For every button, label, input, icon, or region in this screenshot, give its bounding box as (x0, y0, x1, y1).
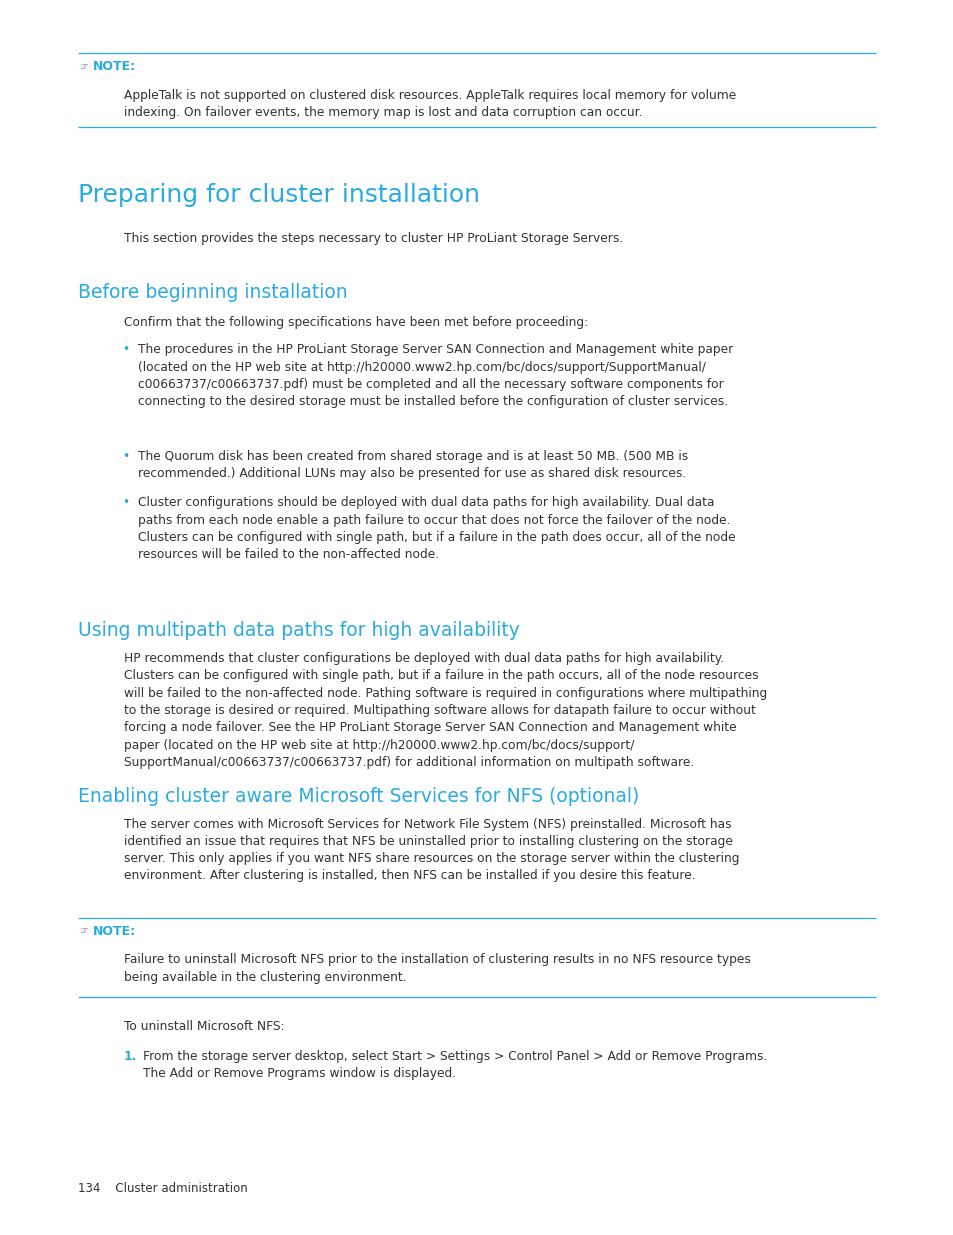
Text: Preparing for cluster installation: Preparing for cluster installation (78, 183, 479, 206)
Text: Cluster configurations should be deployed with dual data paths for high availabi: Cluster configurations should be deploye… (138, 496, 735, 562)
Text: Using multipath data paths for high availability: Using multipath data paths for high avai… (78, 621, 519, 640)
Text: NOTE:: NOTE: (92, 61, 135, 73)
Text: The Quorum disk has been created from shared storage and is at least 50 MB. (500: The Quorum disk has been created from sh… (138, 450, 688, 480)
Text: From the storage server desktop, select Start > Settings > Control Panel > Add o: From the storage server desktop, select … (143, 1050, 766, 1081)
Text: NOTE:: NOTE: (92, 925, 135, 937)
Text: •: • (122, 343, 130, 357)
Text: 134    Cluster administration: 134 Cluster administration (78, 1182, 248, 1195)
Text: •: • (122, 496, 130, 510)
Text: The server comes with Microsoft Services for Network File System (NFS) preinstal: The server comes with Microsoft Services… (124, 818, 739, 883)
Text: Failure to uninstall Microsoft NFS prior to the installation of clustering resul: Failure to uninstall Microsoft NFS prior… (124, 953, 750, 984)
Text: •: • (122, 450, 130, 463)
Text: HP recommends that cluster configurations be deployed with dual data paths for h: HP recommends that cluster configuration… (124, 652, 766, 769)
Text: ☞: ☞ (79, 926, 88, 936)
Text: 1.: 1. (124, 1050, 137, 1063)
Text: Confirm that the following specifications have been met before proceeding:: Confirm that the following specification… (124, 316, 588, 330)
Text: The procedures in the HP ProLiant Storage Server SAN Connection and Management w: The procedures in the HP ProLiant Storag… (138, 343, 733, 409)
Text: Enabling cluster aware Microsoft Services for NFS (optional): Enabling cluster aware Microsoft Service… (78, 787, 639, 805)
Text: AppleTalk is not supported on clustered disk resources. AppleTalk requires local: AppleTalk is not supported on clustered … (124, 89, 736, 120)
Text: ☞: ☞ (79, 62, 88, 72)
Text: To uninstall Microsoft NFS:: To uninstall Microsoft NFS: (124, 1020, 284, 1034)
Text: This section provides the steps necessary to cluster HP ProLiant Storage Servers: This section provides the steps necessar… (124, 232, 622, 246)
Text: Before beginning installation: Before beginning installation (78, 283, 348, 301)
